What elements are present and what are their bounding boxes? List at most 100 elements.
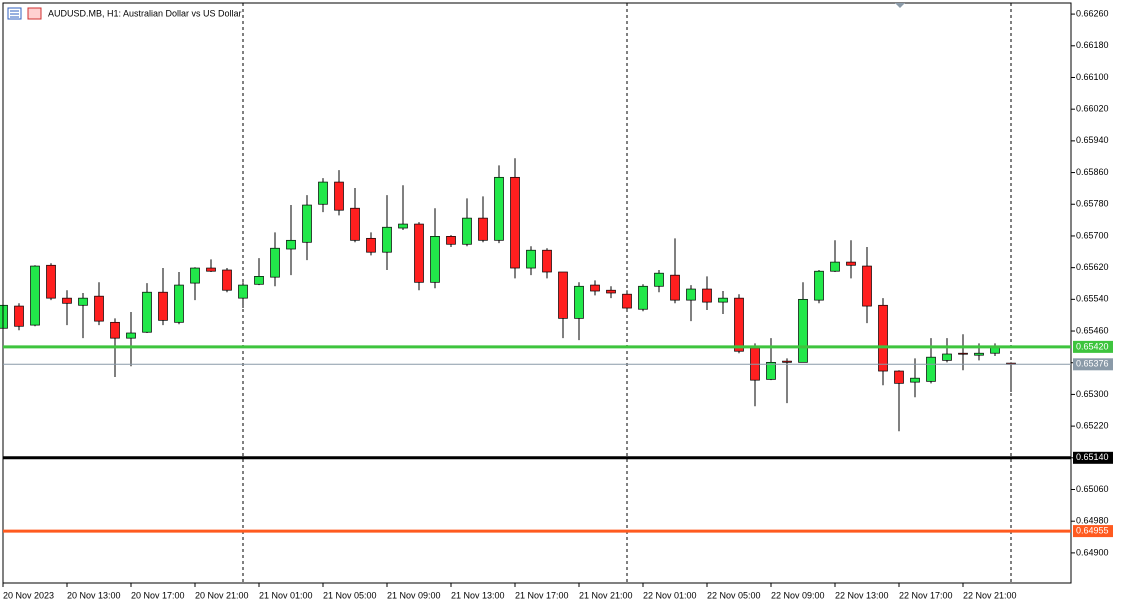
x-tick-label: 20 Nov 21:00 xyxy=(195,590,249,600)
x-tick-label: 21 Nov 01:00 xyxy=(259,590,313,600)
price-label-box xyxy=(1073,340,1113,353)
candle-body xyxy=(894,370,904,384)
candle-body xyxy=(190,267,200,284)
candle-body xyxy=(670,274,680,301)
candle-body xyxy=(318,181,328,205)
y-tick-label: 0.65220 xyxy=(1076,420,1109,430)
candle-body xyxy=(270,247,280,278)
candle-body xyxy=(126,332,136,339)
candle-body xyxy=(46,264,56,299)
x-tick-label: 22 Nov 01:00 xyxy=(643,590,697,600)
candle-body xyxy=(414,223,424,283)
y-tick-label: 0.66260 xyxy=(1076,8,1109,18)
y-tick-label: 0.65700 xyxy=(1076,230,1109,240)
y-tick-label: 0.65300 xyxy=(1076,389,1109,399)
price-label: 0.65376 xyxy=(1076,359,1109,369)
candle-body xyxy=(446,235,456,245)
y-tick-label: 0.65620 xyxy=(1076,262,1109,272)
candle-body xyxy=(286,239,296,250)
candle-body xyxy=(590,284,600,292)
price-label: 0.64955 xyxy=(1076,525,1109,535)
plot xyxy=(0,158,1016,432)
candle-body xyxy=(62,297,72,304)
candle-body xyxy=(558,271,568,319)
x-tick-label: 20 Nov 2023 xyxy=(3,590,54,600)
candle-body xyxy=(206,267,216,272)
price-label-box xyxy=(1073,451,1113,464)
y-tick-label: 0.65940 xyxy=(1076,135,1109,145)
x-tick-label: 21 Nov 05:00 xyxy=(323,590,377,600)
candle-body xyxy=(142,291,152,333)
candle-body xyxy=(718,297,728,303)
candle-body xyxy=(782,360,792,363)
candle-body xyxy=(526,249,536,269)
price-label-box xyxy=(1073,358,1113,371)
x-tick-label: 21 Nov 17:00 xyxy=(515,590,569,600)
y-tick-label: 0.65460 xyxy=(1076,325,1109,335)
x-tick-label: 22 Nov 17:00 xyxy=(899,590,953,600)
candle-body xyxy=(814,270,824,301)
candle-body xyxy=(958,352,968,355)
candle-body xyxy=(654,272,664,287)
price-label: 0.65420 xyxy=(1076,341,1109,351)
candle-body xyxy=(942,353,952,361)
y-tick-label: 0.66100 xyxy=(1076,72,1109,82)
candle-body xyxy=(846,261,856,266)
x-tick-label: 22 Nov 05:00 xyxy=(707,590,761,600)
candle-body xyxy=(830,261,840,272)
icon-flag[interactable] xyxy=(27,7,42,20)
candle-body xyxy=(430,235,440,283)
candle-body xyxy=(494,176,504,241)
price-label: 0.65140 xyxy=(1076,452,1109,462)
candle-body xyxy=(686,288,696,301)
candle-body xyxy=(510,176,520,269)
shift-marker xyxy=(895,3,905,8)
y-tick-label: 0.65860 xyxy=(1076,167,1109,177)
candle-body xyxy=(78,297,88,306)
y-tick-label: 0.66180 xyxy=(1076,40,1109,50)
candle-body xyxy=(974,352,984,356)
candle-body xyxy=(0,304,8,329)
plot-frame xyxy=(2,2,1072,584)
x-tick-label: 21 Nov 13:00 xyxy=(451,590,505,600)
x-tick-label: 20 Nov 17:00 xyxy=(131,590,185,600)
y-tick-label: 0.65780 xyxy=(1076,199,1109,209)
candle-body xyxy=(462,217,472,245)
header-icons xyxy=(7,7,42,20)
candle-body xyxy=(350,207,360,241)
candle-body xyxy=(702,288,712,303)
price-label-box xyxy=(1073,525,1113,538)
x-tick-label: 22 Nov 21:00 xyxy=(963,590,1017,600)
x-tick-label: 20 Nov 13:00 xyxy=(67,590,121,600)
candle-body xyxy=(542,249,552,273)
y-tick-label: 0.64980 xyxy=(1076,516,1109,526)
candle-body xyxy=(926,356,936,382)
candle-body xyxy=(574,285,584,319)
chart-title: AUDUSD.MB, H1: Australian Dollar vs US D… xyxy=(48,8,242,18)
x-tick-label: 22 Nov 13:00 xyxy=(835,590,889,600)
candle-body xyxy=(302,204,312,243)
candle-body xyxy=(478,217,488,241)
candle-body xyxy=(734,297,744,352)
candle-body xyxy=(366,237,376,253)
candle-body xyxy=(30,265,40,326)
y-tick-label: 0.66020 xyxy=(1076,104,1109,114)
candle-body xyxy=(222,269,232,291)
candle-body xyxy=(334,181,344,211)
y-tick-label: 0.65540 xyxy=(1076,294,1109,304)
candle-body xyxy=(94,295,104,322)
x-tick-label: 21 Nov 09:00 xyxy=(387,590,441,600)
candle-body xyxy=(910,377,920,383)
candle-body xyxy=(110,321,120,339)
candle-body xyxy=(382,226,392,253)
candle-body xyxy=(606,289,616,294)
candle-body xyxy=(638,285,648,310)
candle-body xyxy=(766,361,776,380)
candle-body xyxy=(238,284,248,299)
candle-body xyxy=(862,265,872,307)
candle-body xyxy=(798,298,808,363)
candle-body xyxy=(14,305,24,327)
x-tick-label: 22 Nov 09:00 xyxy=(771,590,825,600)
candle-body xyxy=(174,284,184,323)
